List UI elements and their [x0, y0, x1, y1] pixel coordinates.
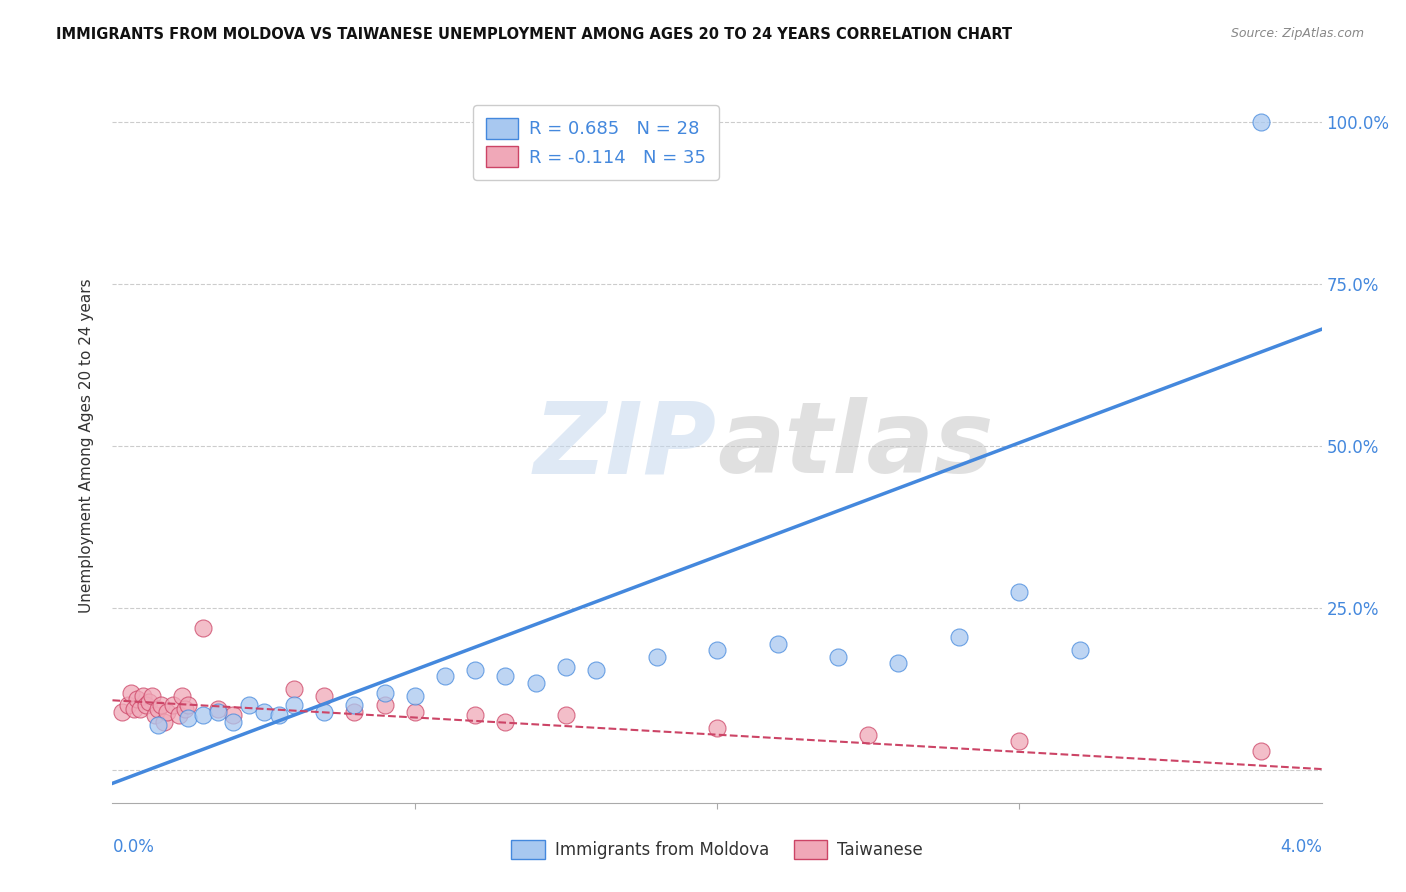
Point	[135, 698, 157, 713]
Point	[143, 708, 166, 723]
Point	[132, 689, 155, 703]
Point	[343, 698, 366, 713]
Point	[283, 682, 305, 697]
Point	[404, 689, 426, 703]
Point	[146, 718, 169, 732]
Point	[267, 708, 290, 723]
Point	[170, 689, 193, 703]
Point	[464, 663, 486, 677]
Point	[827, 649, 849, 664]
Point	[312, 689, 335, 703]
Point	[1250, 114, 1272, 128]
Point	[110, 705, 132, 719]
Point	[207, 705, 229, 719]
Point	[125, 692, 148, 706]
Point	[373, 685, 396, 699]
Point	[312, 705, 335, 719]
Point	[153, 714, 176, 729]
Y-axis label: Unemployment Among Ages 20 to 24 years: Unemployment Among Ages 20 to 24 years	[79, 278, 94, 614]
Point	[167, 708, 190, 723]
Legend: Immigrants from Moldova, Taiwanese: Immigrants from Moldova, Taiwanese	[505, 833, 929, 866]
Point	[138, 695, 160, 709]
Point	[554, 659, 576, 673]
Point	[464, 708, 486, 723]
Point	[177, 711, 200, 725]
Point	[948, 631, 970, 645]
Point	[146, 702, 169, 716]
Point	[162, 698, 184, 713]
Point	[283, 698, 305, 713]
Point	[433, 669, 456, 683]
Point	[554, 708, 576, 723]
Point	[495, 714, 517, 729]
Point	[706, 721, 728, 735]
Point	[156, 705, 179, 719]
Point	[222, 708, 245, 723]
Point	[1069, 643, 1091, 657]
Point	[117, 698, 139, 713]
Point	[174, 702, 197, 716]
Point	[207, 702, 229, 716]
Point	[887, 657, 910, 671]
Point	[343, 705, 366, 719]
Point	[128, 702, 150, 716]
Text: atlas: atlas	[717, 398, 994, 494]
Point	[645, 649, 668, 664]
Point	[149, 698, 172, 713]
Text: 4.0%: 4.0%	[1279, 838, 1322, 856]
Point	[373, 698, 396, 713]
Point	[524, 675, 547, 690]
Point	[404, 705, 426, 719]
Text: IMMIGRANTS FROM MOLDOVA VS TAIWANESE UNEMPLOYMENT AMONG AGES 20 TO 24 YEARS CORR: IMMIGRANTS FROM MOLDOVA VS TAIWANESE UNE…	[56, 27, 1012, 42]
Point	[856, 728, 880, 742]
Point	[238, 698, 260, 713]
Point	[120, 685, 142, 699]
Point	[141, 689, 163, 703]
Point	[191, 621, 215, 635]
Point	[1250, 744, 1272, 758]
Point	[706, 643, 728, 657]
Text: Source: ZipAtlas.com: Source: ZipAtlas.com	[1230, 27, 1364, 40]
Point	[253, 705, 276, 719]
Point	[177, 698, 200, 713]
Point	[1008, 734, 1031, 748]
Point	[1008, 585, 1031, 599]
Point	[122, 702, 145, 716]
Point	[766, 637, 789, 651]
Point	[495, 669, 517, 683]
Point	[585, 663, 607, 677]
Point	[222, 714, 245, 729]
Text: ZIP: ZIP	[534, 398, 717, 494]
Point	[191, 708, 215, 723]
Text: 0.0%: 0.0%	[112, 838, 155, 856]
